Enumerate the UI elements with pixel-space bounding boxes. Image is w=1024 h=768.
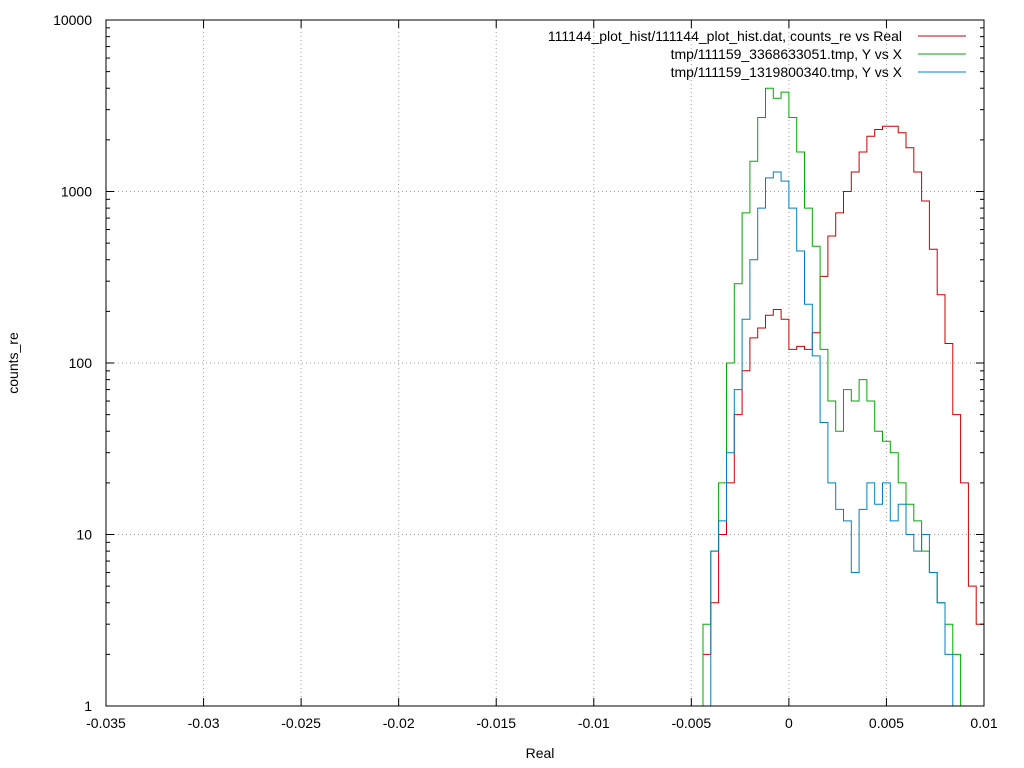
x-tick-label: -0.02 xyxy=(383,715,415,731)
legend: 111144_plot_hist/111144_plot_hist.dat, c… xyxy=(548,28,966,80)
x-tick-label: -0.015 xyxy=(476,715,516,731)
x-tick-label: 0.01 xyxy=(970,715,997,731)
x-tick-label: 0 xyxy=(785,715,793,731)
x-tick-label: -0.005 xyxy=(671,715,711,731)
series-1-line xyxy=(702,125,985,706)
x-tick-label: -0.035 xyxy=(86,715,126,731)
series-layer xyxy=(702,87,985,707)
x-tick-label: -0.03 xyxy=(188,715,220,731)
x-tick-label: -0.01 xyxy=(578,715,610,731)
x-tick-label: -0.025 xyxy=(281,715,321,731)
legend-entry-2-label: tmp/111159_3368633051.tmp, Y vs X xyxy=(671,46,903,62)
y-tick-label: 1000 xyxy=(61,184,92,200)
tick-layer: -0.035 -0.03 -0.025 -0.02 -0.015 -0.01 -0.005 0… xyxy=(53,12,998,731)
series-3-line xyxy=(710,171,961,707)
y-tick-label: 100 xyxy=(69,355,93,371)
legend-entry-1-label: 111144_plot_hist/111144_plot_hist.dat, c… xyxy=(548,28,902,44)
y-tick-label: 1 xyxy=(84,698,92,714)
y-tick-label: 10 xyxy=(76,527,92,543)
legend-entry-3-label: tmp/111159_1319800340.tmp, Y vs X xyxy=(671,64,903,80)
x-tick-label: 0.005 xyxy=(869,715,904,731)
x-axis-label: Real xyxy=(526,745,555,761)
y-axis-label: counts_re xyxy=(5,332,21,394)
y-tick-label: 10000 xyxy=(53,12,92,28)
